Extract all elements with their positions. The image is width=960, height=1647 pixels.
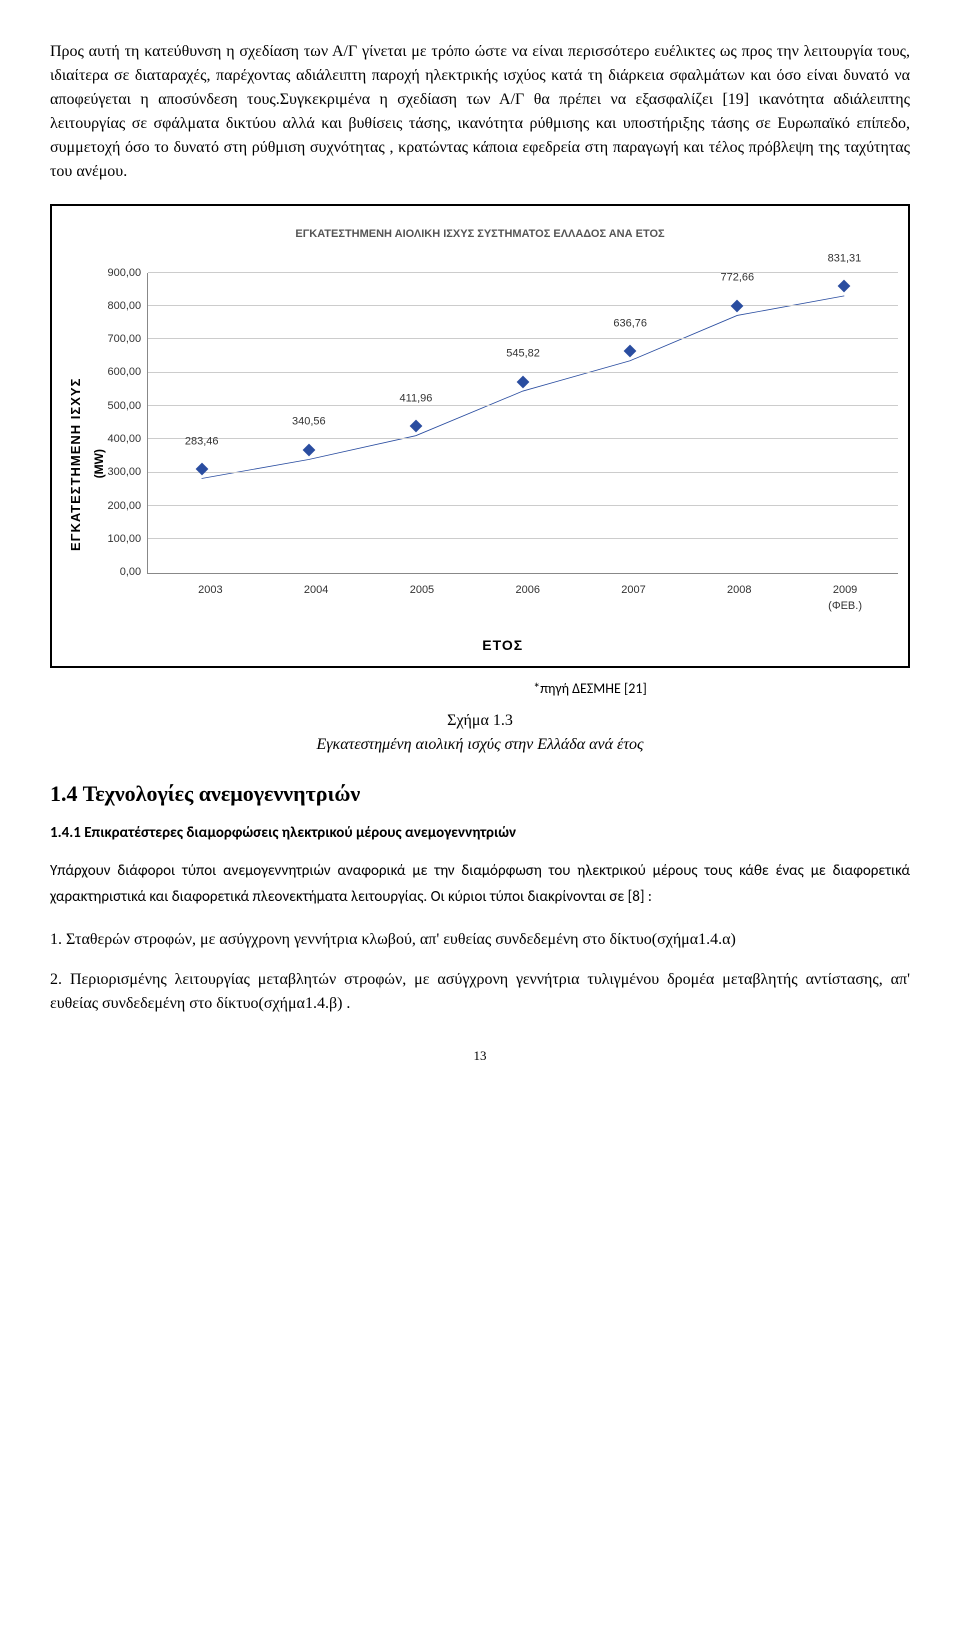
chart-container: ΕΓΚΑΤΕΣΤΗΜΕΝΗ ΑΙΟΛΙΚΗ ΙΣΧΥΣ ΣΥΣΤΗΜΑΤΟΣ Ε… [50, 204, 910, 668]
y-axis-label: ΕΓΚΑΤΕΣΤΗΜΕΝΗ ΙΣΧΥΣ [62, 273, 90, 656]
figure-caption: Σχήμα 1.3 Εγκατεστημένη αιολική ισχύς στ… [50, 709, 910, 757]
x-ticks: 2003200420052006200720082009(ΦΕΒ.) [158, 582, 899, 615]
list-item-2: 2. Περιορισμένης λειτουργίας μεταβλητών … [50, 968, 910, 1016]
plot-area: 283,46340,56411,96545,82636,76772,66831,… [147, 273, 898, 574]
subsection-heading: 1.4.1 Επικρατέστερες διαμορφώσεις ηλεκτρ… [50, 822, 910, 845]
chart-title: ΕΓΚΑΤΕΣΤΗΜΕΝΗ ΑΙΟΛΙΚΗ ΙΣΧΥΣ ΣΥΣΤΗΜΑΤΟΣ Ε… [62, 226, 898, 243]
paragraph-1: Προς αυτή τη κατεύθυνση η σχεδίαση των Α… [50, 40, 910, 184]
list-item-1: 1. Σταθερών στροφών, με ασύγχρονη γεννήτ… [50, 928, 910, 952]
x-axis-label: ΕΤΟΣ [108, 635, 899, 656]
page-number: 13 [50, 1046, 910, 1066]
figure-description: Εγκατεστημένη αιολική ισχύς στην Ελλάδα … [316, 736, 643, 753]
chart-source: *πηγή ΔΕΣΜΗΕ [21] [270, 678, 910, 699]
paragraph-2: Υπάρχουν διάφοροι τύποι ανεμογεννητριών … [50, 859, 910, 910]
y-ticks: 0,00100,00200,00300,00400,00500,00600,00… [108, 273, 148, 573]
figure-number: Σχήμα 1.3 [50, 709, 910, 733]
section-heading: 1.4 Τεχνολογίες ανεμογεννητριών [50, 777, 910, 810]
y-axis-unit: (MW) [90, 449, 108, 478]
